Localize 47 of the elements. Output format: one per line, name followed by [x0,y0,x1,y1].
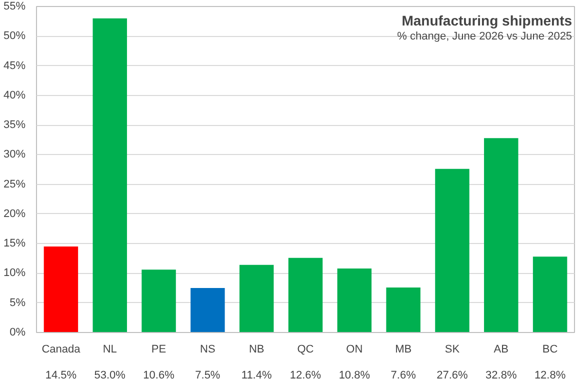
y-tick-label: 50% [3,30,26,42]
data-label: 10.6% [143,370,175,382]
bar [239,264,274,332]
y-tick-label: 15% [3,238,26,250]
bar [532,256,568,332]
bar [190,288,225,332]
bar [142,270,176,332]
data-label: 14.5% [45,370,77,382]
y-tick-label: 40% [3,89,26,102]
bar [337,268,372,332]
data-label: 12.6% [290,370,322,382]
y-tick-label: 30% [3,148,26,161]
data-label: 53.0% [94,370,126,382]
data-label: 27.6% [436,370,468,382]
bar [44,246,78,332]
x-tick-label: NS [200,344,216,356]
y-tick-label: 55% [3,0,26,12]
bar [92,18,127,332]
bar [386,287,420,332]
x-tick-label: NL [102,344,117,356]
bar [288,258,323,332]
chart-title: Manufacturing shipments [402,12,572,28]
y-tick-label: 10% [3,267,26,280]
x-tick-label: MB [395,344,412,356]
y-tick-label: 25% [3,178,26,190]
data-label: 12.8% [534,370,566,382]
x-tick-label: QC [297,344,314,356]
x-tick-label: Canada [42,344,82,356]
y-tick-label: 20% [3,208,26,220]
y-tick-label: 45% [3,60,26,72]
data-label: 7.6% [390,370,416,382]
x-tick-label: NB [248,344,264,356]
data-label: 11.4% [241,370,272,382]
data-label: 10.8% [338,370,370,382]
data-label: 7.5% [195,370,220,382]
data-label: 32.8% [486,370,517,382]
text: % change, June 2026 vs June 2025 [397,30,572,42]
x-tick-label: SK [444,344,460,356]
x-tick-label: BC [542,344,558,356]
x-tick-label: ON [346,344,363,356]
x-tick-label: AB [494,344,508,356]
y-tick-label: 5% [10,296,26,309]
x-tick-label: PE [151,344,166,356]
y-tick-label: 35% [3,119,26,132]
bar [435,168,470,332]
bar [484,138,518,332]
y-tick-label: 0% [10,326,26,338]
